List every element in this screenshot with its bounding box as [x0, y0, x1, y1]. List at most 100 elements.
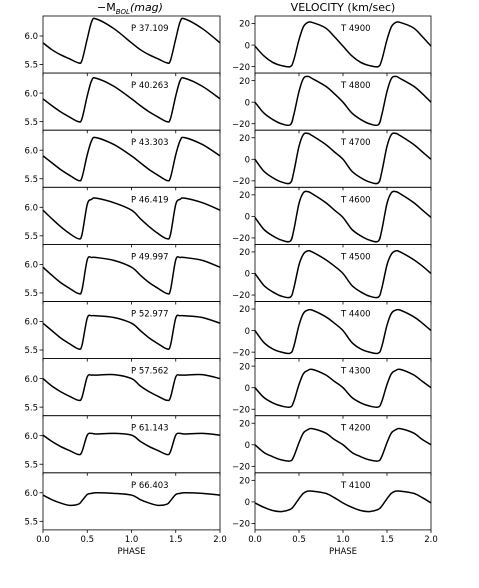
y-tick-label: 20 [239, 20, 250, 30]
y-tick-label: 0 [245, 213, 250, 223]
y-tick-label: −20 [232, 63, 250, 73]
velocity-series-line [254, 249, 432, 299]
panel-label: P 37.109 [131, 24, 169, 34]
y-tick-label: −20 [232, 405, 250, 415]
y-tick-label: 5.5 [24, 232, 38, 242]
x-tick-label: 0.5 [80, 535, 94, 545]
magnitude-series-line [42, 314, 221, 351]
magnitude-series-line [42, 373, 221, 402]
magnitude-series-line [42, 256, 221, 295]
y-tick-label: 20 [239, 248, 250, 258]
magnitude-panel-frame [42, 472, 221, 531]
panel-label: P 46.419 [131, 195, 169, 205]
x-axis-label: PHASE [117, 547, 145, 557]
y-tick-label: −20 [232, 177, 250, 187]
velocity-series-line [254, 21, 432, 68]
panel-label: P 57.562 [131, 367, 169, 377]
y-tick-label: 0 [245, 155, 250, 165]
y-tick-label: 6.0 [24, 203, 38, 213]
title-main: −M [97, 1, 116, 14]
y-tick-label: −20 [232, 520, 250, 530]
magnitude-series-line [42, 17, 221, 65]
velocity-series-line [254, 308, 432, 355]
y-tick-label: 20 [239, 305, 250, 315]
y-tick-label: 20 [239, 477, 250, 487]
panel-label: P 49.997 [131, 252, 169, 262]
y-tick-label: 20 [239, 419, 250, 429]
velocity-series-line [254, 427, 432, 462]
panel-label: T 4700 [340, 138, 371, 148]
y-tick-label: 6.0 [24, 375, 38, 385]
velocity-series-line [254, 490, 432, 513]
y-tick-label: 20 [239, 134, 250, 144]
velocity-series-line [254, 368, 432, 409]
x-tick-label: 2.0 [213, 535, 227, 545]
y-tick-label: −20 [232, 291, 250, 301]
panel-label: T 4900 [340, 24, 371, 34]
magnitude-column-title: −MBOL(mag) [97, 1, 163, 16]
y-tick-label: 20 [239, 362, 250, 372]
y-tick-label: 0 [245, 327, 250, 337]
y-tick-label: 6.0 [24, 89, 38, 99]
panel-label: T 4400 [340, 310, 371, 320]
y-tick-label: 0 [245, 41, 250, 51]
velocity-series-line [254, 190, 432, 243]
y-tick-label: −20 [232, 234, 250, 244]
panel-label: T 4200 [340, 424, 371, 434]
velocity-column-title: VELOCITY (km/sec) [291, 1, 396, 14]
y-tick-label: 5.5 [24, 518, 38, 528]
y-tick-label: 5.5 [24, 460, 38, 470]
y-tick-label: 6.0 [24, 432, 38, 442]
y-tick-label: 20 [239, 77, 250, 87]
y-tick-label: 5.5 [24, 175, 38, 185]
x-tick-label: 1.5 [380, 535, 394, 545]
velocity-series-line [254, 75, 432, 127]
x-tick-label: 2.0 [424, 535, 438, 545]
title-subscript: BOL [116, 8, 130, 16]
x-tick-label: 0.0 [36, 535, 50, 545]
magnitude-series-line [42, 197, 221, 240]
y-tick-label: 5.5 [24, 118, 38, 128]
magnitude-series-line [42, 77, 221, 123]
panel-label: P 66.403 [131, 481, 169, 491]
x-axis-label: PHASE [329, 547, 357, 557]
y-tick-label: 5.5 [24, 346, 38, 356]
panel-label: T 4600 [340, 195, 371, 205]
y-tick-label: −20 [232, 463, 250, 473]
y-tick-label: 0 [245, 270, 250, 280]
panel-label: P 61.143 [131, 424, 169, 434]
panel-label: P 43.303 [131, 138, 169, 148]
velocity-series-line [254, 132, 432, 185]
magnitude-series-line [42, 136, 221, 182]
y-tick-label: 20 [239, 191, 250, 201]
x-tick-label: 1.0 [336, 535, 350, 545]
magnitude-series-line [42, 432, 221, 456]
x-tick-label: 0.5 [292, 535, 306, 545]
panel-label: P 40.263 [131, 81, 169, 91]
panel-label: P 52.977 [131, 310, 169, 320]
title-tail: (mag) [130, 1, 163, 14]
y-tick-label: 6.0 [24, 32, 38, 42]
y-tick-label: 5.5 [24, 289, 38, 299]
panel-label: T 4500 [340, 252, 371, 262]
y-tick-label: 5.5 [24, 403, 38, 413]
magnitude-series-line [42, 492, 221, 507]
y-tick-label: 0 [245, 384, 250, 394]
y-tick-label: 0 [245, 98, 250, 108]
x-tick-label: 0.0 [248, 535, 262, 545]
y-tick-label: 0 [245, 498, 250, 508]
y-tick-label: 6.0 [24, 318, 38, 328]
panel-label: T 4300 [340, 367, 371, 377]
y-tick-label: −20 [232, 348, 250, 358]
x-tick-label: 1.0 [125, 535, 139, 545]
x-tick-label: 1.5 [169, 535, 183, 545]
y-tick-label: 6.0 [24, 489, 38, 499]
velocity-panel-frame [254, 472, 432, 531]
y-tick-label: 0 [245, 441, 250, 451]
panel-label: T 4100 [340, 481, 371, 491]
panel-label: T 4800 [340, 81, 371, 91]
y-tick-label: −20 [232, 120, 250, 130]
y-tick-label: 6.0 [24, 146, 38, 156]
y-tick-label: 5.5 [24, 61, 38, 71]
